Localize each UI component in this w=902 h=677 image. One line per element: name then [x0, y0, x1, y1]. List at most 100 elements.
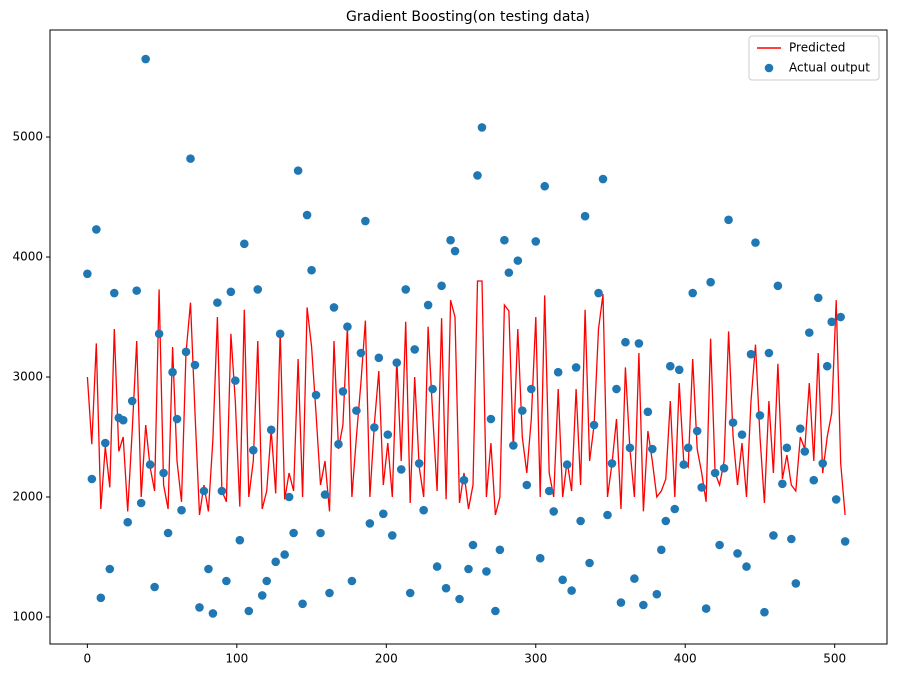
actual-point [432, 562, 442, 571]
actual-point [186, 154, 195, 163]
actual-point [253, 285, 263, 294]
actual-point [733, 549, 742, 558]
actual-point [428, 384, 437, 394]
actual-point [181, 347, 191, 357]
actual-point [396, 465, 406, 474]
actual-point [325, 588, 334, 598]
actual-point [782, 443, 792, 453]
actual-point [773, 281, 783, 291]
legend-marker [764, 63, 774, 73]
actual-point [329, 303, 339, 312]
actual-point [298, 599, 307, 609]
actual-point [392, 358, 402, 367]
actual-point [742, 562, 751, 571]
actual-point [118, 415, 128, 425]
actual-point [688, 288, 697, 298]
actual-point [518, 406, 527, 415]
actual-point [159, 468, 168, 478]
actual-point [692, 426, 702, 436]
actual-point [495, 545, 505, 555]
actual-point [589, 420, 599, 430]
actual-point [737, 430, 747, 439]
actual-point [482, 567, 491, 576]
actual-point [652, 589, 662, 599]
actual-point [204, 564, 213, 574]
actual-point [172, 414, 182, 424]
actual-point [800, 447, 810, 456]
y-tick-label: 2000 [12, 490, 43, 504]
actual-point [504, 268, 514, 277]
actual-point [567, 586, 576, 595]
actual-point [791, 579, 801, 588]
x-tick-label: 100 [225, 652, 248, 666]
actual-point [809, 475, 819, 485]
actual-point [755, 411, 765, 420]
actual-point [549, 507, 558, 516]
actual-point [509, 441, 518, 450]
y-tick-label: 5000 [12, 130, 43, 144]
actual-point [804, 328, 814, 337]
actual-point [540, 181, 550, 191]
actual-point [643, 407, 653, 417]
actual-point [150, 582, 159, 592]
actual-point [787, 534, 796, 544]
actual-point [284, 492, 294, 502]
actual-point [361, 216, 370, 226]
actual-point [612, 384, 621, 394]
actual-point [271, 557, 280, 567]
actual-point [450, 246, 460, 256]
legend-label: Predicted [789, 41, 845, 55]
actual-point [522, 480, 532, 490]
actual-point [764, 348, 774, 358]
actual-point [544, 486, 554, 496]
actual-point [257, 591, 267, 600]
actual-point [208, 609, 218, 618]
actual-point [316, 528, 325, 538]
actual-point [840, 537, 850, 546]
actual-point [670, 504, 680, 514]
actual-point [477, 123, 487, 132]
actual-point [813, 293, 823, 303]
actual-point [796, 424, 805, 433]
actual-point [87, 474, 97, 484]
actual-point [356, 348, 366, 358]
actual-point [92, 225, 101, 234]
actual-point [760, 607, 769, 617]
actual-point [405, 588, 415, 598]
actual-point [231, 376, 240, 385]
actual-point [674, 365, 684, 375]
actual-point [513, 256, 523, 265]
actual-point [630, 574, 639, 583]
actual-point [240, 239, 249, 249]
actual-point [603, 510, 612, 520]
actual-point [437, 281, 446, 291]
x-tick-label: 0 [84, 652, 92, 666]
actual-point [275, 329, 285, 339]
actual-point [109, 288, 119, 298]
actual-point [634, 339, 644, 348]
actual-point [715, 540, 724, 550]
actual-point [365, 519, 375, 528]
actual-point [293, 166, 303, 175]
actual-point [639, 600, 648, 610]
actual-point [199, 486, 209, 496]
actual-point [657, 545, 666, 555]
actual-point [374, 353, 384, 363]
actual-point [719, 463, 729, 473]
actual-point [616, 598, 626, 607]
actual-point [307, 265, 316, 275]
actual-point [235, 535, 245, 545]
x-tick-label: 200 [375, 652, 398, 666]
actual-point [168, 367, 177, 377]
y-tick-label: 4000 [12, 250, 43, 264]
actual-point [163, 528, 173, 538]
actual-point [455, 594, 464, 604]
actual-point [594, 288, 603, 298]
actual-point [266, 425, 276, 435]
actual-point [190, 360, 200, 370]
actual-point [410, 345, 419, 354]
actual-point [105, 564, 115, 574]
actual-point [500, 235, 509, 245]
actual-point [706, 277, 715, 287]
